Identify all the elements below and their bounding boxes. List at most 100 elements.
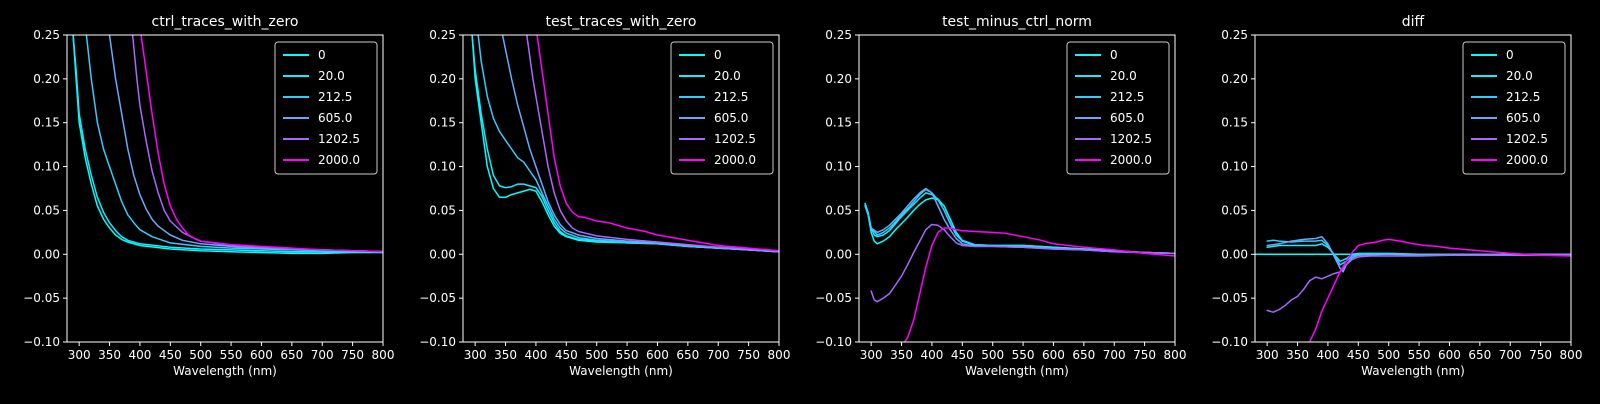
x-tick-label: 450	[159, 348, 182, 362]
x-axis-label: Wavelength (nm)	[569, 364, 673, 378]
x-tick-label: 700	[1103, 348, 1126, 362]
y-tick-label: −0.10	[419, 335, 456, 349]
x-tick-label: 450	[555, 348, 578, 362]
y-tick-label: 0.20	[429, 72, 456, 86]
legend-label: 212.5	[1506, 90, 1540, 104]
x-tick-label: 750	[1529, 348, 1552, 362]
chart-panel-2: 300 350 400 450 500 550 600 650 700 750 800 −0.10 −0…	[815, 14, 1186, 378]
y-tick-label: 0.10	[429, 160, 456, 174]
legend: 0 20.0 212.5 605.0 1202.5 2000.0	[1066, 41, 1170, 175]
x-tick-label: 650	[1072, 348, 1095, 362]
legend-label: 2000.0	[714, 153, 756, 167]
legend-label: 605.0	[1506, 111, 1540, 125]
y-tick-label: −0.05	[1211, 291, 1248, 305]
legend-label: 605.0	[1110, 111, 1144, 125]
legend-label: 212.5	[318, 90, 352, 104]
x-tick-label: 400	[920, 348, 943, 362]
y-tick-label: 0.15	[429, 116, 456, 130]
y-tick-label: −0.10	[1211, 335, 1248, 349]
x-tick-label: 400	[1316, 348, 1339, 362]
x-tick-label: 400	[524, 348, 547, 362]
x-tick-label: 500	[1377, 348, 1400, 362]
y-tick-label: 0.25	[429, 28, 456, 42]
legend-label: 20.0	[714, 69, 741, 83]
legend-label: 1202.5	[1506, 132, 1548, 146]
y-tick-label: 0.05	[33, 203, 60, 217]
x-axis-label: Wavelength (nm)	[173, 364, 277, 378]
y-tick-label: 0.00	[825, 247, 852, 261]
y-tick-label: −0.05	[419, 291, 456, 305]
x-tick-label: 750	[341, 348, 364, 362]
x-tick-label: 750	[737, 348, 760, 362]
chart-title: test_traces_with_zero	[546, 14, 697, 30]
legend: 0 20.0 212.5 605.0 1202.5 2000.0	[670, 41, 774, 175]
x-tick-label: 750	[1133, 348, 1156, 362]
x-tick-label: 700	[707, 348, 730, 362]
series-group	[72, 35, 383, 255]
axes-frame	[1254, 34, 1572, 343]
x-tick-label: 600	[1438, 348, 1461, 362]
y-tick-label: 0.10	[1221, 160, 1248, 174]
x-tick-label: 450	[951, 348, 974, 362]
x-tick-label: 450	[1347, 348, 1370, 362]
y-tick-label: 0.05	[825, 203, 852, 217]
x-tick-label: 350	[890, 348, 913, 362]
series-line-2	[85, 35, 383, 253]
legend-label: 605.0	[318, 111, 352, 125]
x-tick-label: 300	[68, 348, 91, 362]
chart-panel-0: 300 350 400 450 500 550 600 650 700 750 800 −0.10 −0…	[23, 14, 394, 378]
chart-title: ctrl_traces_with_zero	[152, 14, 299, 30]
y-tick-label: 0.10	[825, 160, 852, 174]
legend-label: 212.5	[714, 90, 748, 104]
legend-label: 1202.5	[1110, 132, 1152, 146]
y-tick-label: −0.05	[23, 291, 60, 305]
legend-label: 0	[1506, 48, 1514, 62]
legend-label: 20.0	[1506, 69, 1533, 83]
legend: 0 20.0 212.5 605.0 1202.5 2000.0	[274, 41, 378, 175]
x-tick-label: 300	[860, 348, 883, 362]
y-tick-label: 0.00	[1221, 247, 1248, 261]
x-axis-label: Wavelength (nm)	[1361, 364, 1465, 378]
legend-label: 20.0	[318, 69, 345, 83]
x-tick-label: 550	[220, 348, 243, 362]
legend-label: 212.5	[1110, 90, 1144, 104]
y-tick-label: 0.00	[429, 247, 456, 261]
x-tick-label: 550	[1408, 348, 1431, 362]
legend-label: 2000.0	[318, 153, 360, 167]
x-tick-label: 600	[250, 348, 273, 362]
chart-panel-3: 300 350 400 450 500 550 600 650 700 750 800 −0.10 −0…	[1211, 14, 1582, 378]
x-tick-label: 800	[372, 348, 395, 362]
y-tick-label: 0.15	[33, 116, 60, 130]
y-tick-label: −0.05	[815, 291, 852, 305]
x-tick-label: 550	[1012, 348, 1035, 362]
x-tick-label: 700	[1499, 348, 1522, 362]
legend-label: 1202.5	[318, 132, 360, 146]
y-tick-label: 0.20	[33, 72, 60, 86]
axes-frame	[66, 34, 384, 343]
legend-label: 20.0	[1110, 69, 1137, 83]
x-tick-label: 700	[311, 348, 334, 362]
legend-label: 605.0	[714, 111, 748, 125]
series-line-5	[1308, 238, 1571, 342]
x-tick-label: 500	[981, 348, 1004, 362]
y-tick-label: 0.15	[1221, 116, 1248, 130]
x-tick-label: 350	[1286, 348, 1309, 362]
series-line-1	[72, 35, 383, 254]
y-tick-label: 0.10	[33, 160, 60, 174]
series-line-0	[72, 35, 383, 255]
axes-frame	[462, 34, 780, 343]
series-group	[864, 187, 1175, 342]
chart-title: diff	[1402, 14, 1425, 30]
x-tick-label: 300	[464, 348, 487, 362]
legend-label: 0	[1110, 48, 1118, 62]
legend-label: 2000.0	[1506, 153, 1548, 167]
x-tick-label: 800	[1560, 348, 1583, 362]
x-tick-label: 350	[494, 348, 517, 362]
legend-label: 0	[318, 48, 326, 62]
x-tick-label: 350	[98, 348, 121, 362]
series-group	[471, 35, 779, 253]
legend-label: 0	[714, 48, 722, 62]
series-line-2	[477, 35, 779, 253]
y-tick-label: 0.25	[825, 28, 852, 42]
